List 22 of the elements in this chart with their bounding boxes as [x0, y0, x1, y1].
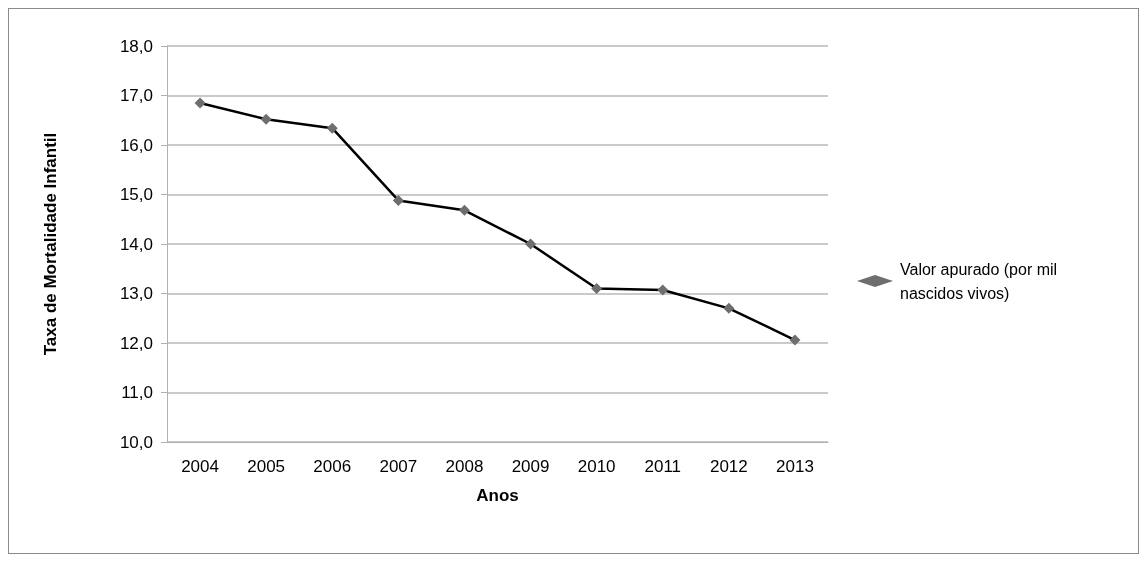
x-tick-label: 2005 [247, 457, 286, 476]
y-axis-title: Taxa de Mortalidade Infantil [41, 132, 60, 356]
y-tick-label: 17,0 [119, 86, 153, 105]
x-tick-label: 2009 [511, 457, 550, 476]
x-tick-label: 2012 [709, 457, 748, 476]
y-tick-label: 16,0 [119, 135, 153, 155]
y-tick-label: 11,0 [121, 383, 153, 402]
x-tick-label: 2008 [445, 457, 484, 476]
x-tick-label: 2004 [181, 457, 219, 476]
x-tick-label: 2011 [644, 457, 682, 476]
y-tick-label: 10,0 [119, 432, 153, 452]
x-tick-label: 2007 [379, 457, 418, 476]
y-tick-label: 13,0 [119, 284, 153, 303]
x-tick-label: 2010 [577, 457, 616, 476]
x-tick-label: 2006 [313, 457, 352, 476]
y-tick-label: 14,0 [119, 234, 153, 254]
y-tick-label: 18,0 [119, 36, 153, 56]
y-tick-label: 12,0 [119, 333, 153, 353]
y-tick-label: 15,0 [119, 185, 153, 204]
x-tick-label: 2013 [776, 457, 814, 476]
x-axis-title: Anos [476, 486, 519, 505]
legend-label: Valor apurado (por mil nascidos vivos) [900, 260, 1062, 302]
